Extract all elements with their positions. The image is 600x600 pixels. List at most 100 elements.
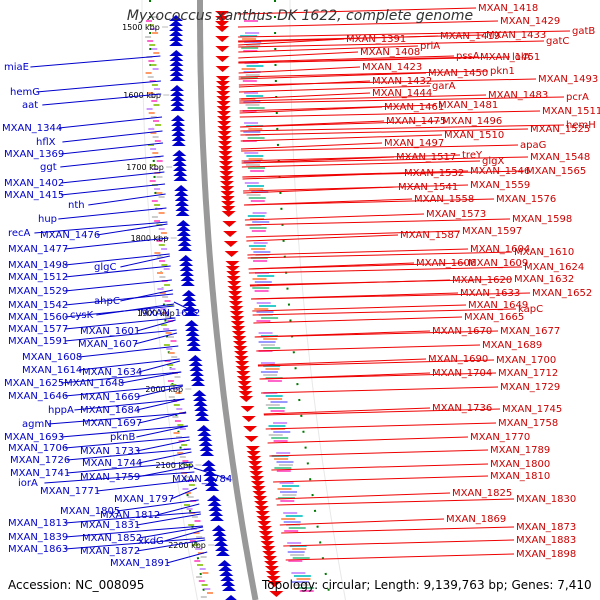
left-label-leader (60, 371, 182, 384)
kbp-tick-label: 2000 kbp (145, 385, 183, 394)
left-gene-label: MXAN_1726 (10, 455, 70, 466)
reverse-gene-arrow (246, 451, 261, 457)
right-gene-label: MXAN_1789 (490, 445, 550, 456)
right-label-leader (252, 304, 467, 312)
left-gene-label: hppA (48, 405, 74, 416)
left-label-leader (60, 425, 188, 438)
reverse-gene-arrow (218, 161, 233, 167)
left-gene-label: miaE (4, 62, 29, 73)
reverse-gene-arrow (232, 336, 247, 342)
right-gene-label: hemH (566, 120, 596, 131)
feature-stripe (245, 104, 260, 106)
feature-stripe (174, 420, 181, 422)
forward-gene-arrow (217, 560, 232, 566)
feature-stripe (184, 504, 190, 506)
feature-stripe (283, 512, 298, 514)
feature-stripe (160, 308, 167, 310)
right-gene-label: MXAN_1736 (432, 403, 492, 414)
feature-stripe (151, 100, 158, 102)
feature-stripe (254, 290, 269, 292)
right-label-leader (238, 34, 485, 42)
left-label-leader (173, 301, 198, 314)
right-gene-label: MXAN_1573 (426, 209, 486, 220)
reverse-gene-arrow (254, 501, 268, 507)
left-gene-label: hflX (36, 137, 56, 148)
reverse-gene-arrow (227, 286, 242, 292)
right-label-leader (240, 120, 441, 128)
reverse-gene-arrow (230, 316, 245, 322)
left-gene-label: MXAN_1498 (8, 260, 68, 271)
left-gene-label: MXAN_1759 (80, 472, 140, 483)
right-label-leader (239, 104, 437, 112)
reverse-gene-arrow (215, 46, 230, 52)
left-gene-label: MXAN_1872 (80, 546, 140, 557)
reverse-gene-arrow (244, 436, 259, 442)
right-gene-label: MXAN_1391 (346, 34, 406, 45)
feature-stripe (147, 76, 154, 78)
feature-stripe (163, 328, 170, 330)
left-gene-label: MXAN_1634 (82, 367, 142, 378)
reverse-gene-arrow (267, 581, 282, 587)
forward-gene-arrow (196, 425, 211, 431)
right-gene-label: MXAN_1689 (482, 340, 542, 351)
right-label-leader (256, 344, 481, 352)
right-gene-label: MXAN_1576 (496, 194, 556, 205)
right-label-leader (263, 407, 431, 415)
left-gene-label: MXAN_1733 (80, 446, 140, 457)
feature-stripe (240, 77, 258, 79)
left-label-leader (88, 193, 166, 206)
right-label-leader (240, 142, 383, 150)
reverse-gene-arrow (233, 346, 248, 352)
forward-gene-arrow (201, 460, 216, 466)
forward-gene-arrow (178, 255, 193, 261)
left-gene-label: MXAN_1805 (60, 506, 120, 517)
right-label-leader (240, 134, 443, 142)
feature-stripe (288, 560, 303, 562)
reverse-gene-arrow (217, 131, 232, 137)
right-gene-label: MXAN_1493 (538, 74, 598, 85)
left-label-leader (136, 425, 189, 438)
feature-stripe (274, 458, 289, 460)
right-gene-label: glgX (482, 156, 504, 167)
genome-backbone (197, 0, 259, 600)
right-gene-label: pcrA (566, 92, 589, 103)
feature-stripe (246, 65, 264, 67)
reverse-gene-arrow (255, 511, 270, 517)
reverse-gene-arrow (260, 541, 275, 547)
reverse-gene-arrow (216, 111, 231, 117)
feature-stripe (259, 305, 276, 307)
feature-stripe (267, 380, 282, 382)
reverse-gene-arrow (245, 446, 260, 452)
right-gene-label: priA (420, 41, 440, 52)
feature-stripe (151, 84, 158, 86)
feature-stripe (159, 292, 166, 294)
right-label-leader (249, 278, 513, 286)
feature-stripe (152, 168, 159, 170)
right-gene-label: MXAN_1604 (470, 244, 530, 255)
right-gene-label: MXAN_1810 (490, 471, 550, 482)
feature-stripe (290, 554, 305, 556)
right-gene-label: MXAN_1729 (500, 382, 560, 393)
right-label-leader (243, 184, 469, 192)
feature-stripe (185, 492, 192, 494)
left-label-leader (136, 385, 184, 398)
left-gene-label: MXAN_1529 (8, 286, 68, 297)
feature-stripe (148, 60, 155, 62)
reverse-gene-arrow (217, 121, 232, 127)
reverse-gene-arrow (220, 186, 235, 192)
feature-stripe (186, 508, 193, 510)
forward-gene-arrow (169, 35, 184, 41)
right-label-leader (241, 154, 461, 162)
right-gene-label: MXAN_1898 (516, 549, 576, 560)
feature-stripe (285, 515, 303, 517)
forward-gene-arrow (170, 85, 184, 91)
feature-stripe (280, 491, 297, 493)
forward-gene-arrow (214, 540, 229, 546)
feature-stripe (292, 548, 307, 550)
left-gene-label: MXAN_1852 (82, 533, 142, 544)
left-label-leader (34, 221, 168, 234)
left-label-leader (156, 503, 200, 516)
feature-stripe (154, 204, 161, 206)
reverse-gene-arrow (218, 151, 233, 157)
right-gene-label: garA (432, 81, 456, 92)
